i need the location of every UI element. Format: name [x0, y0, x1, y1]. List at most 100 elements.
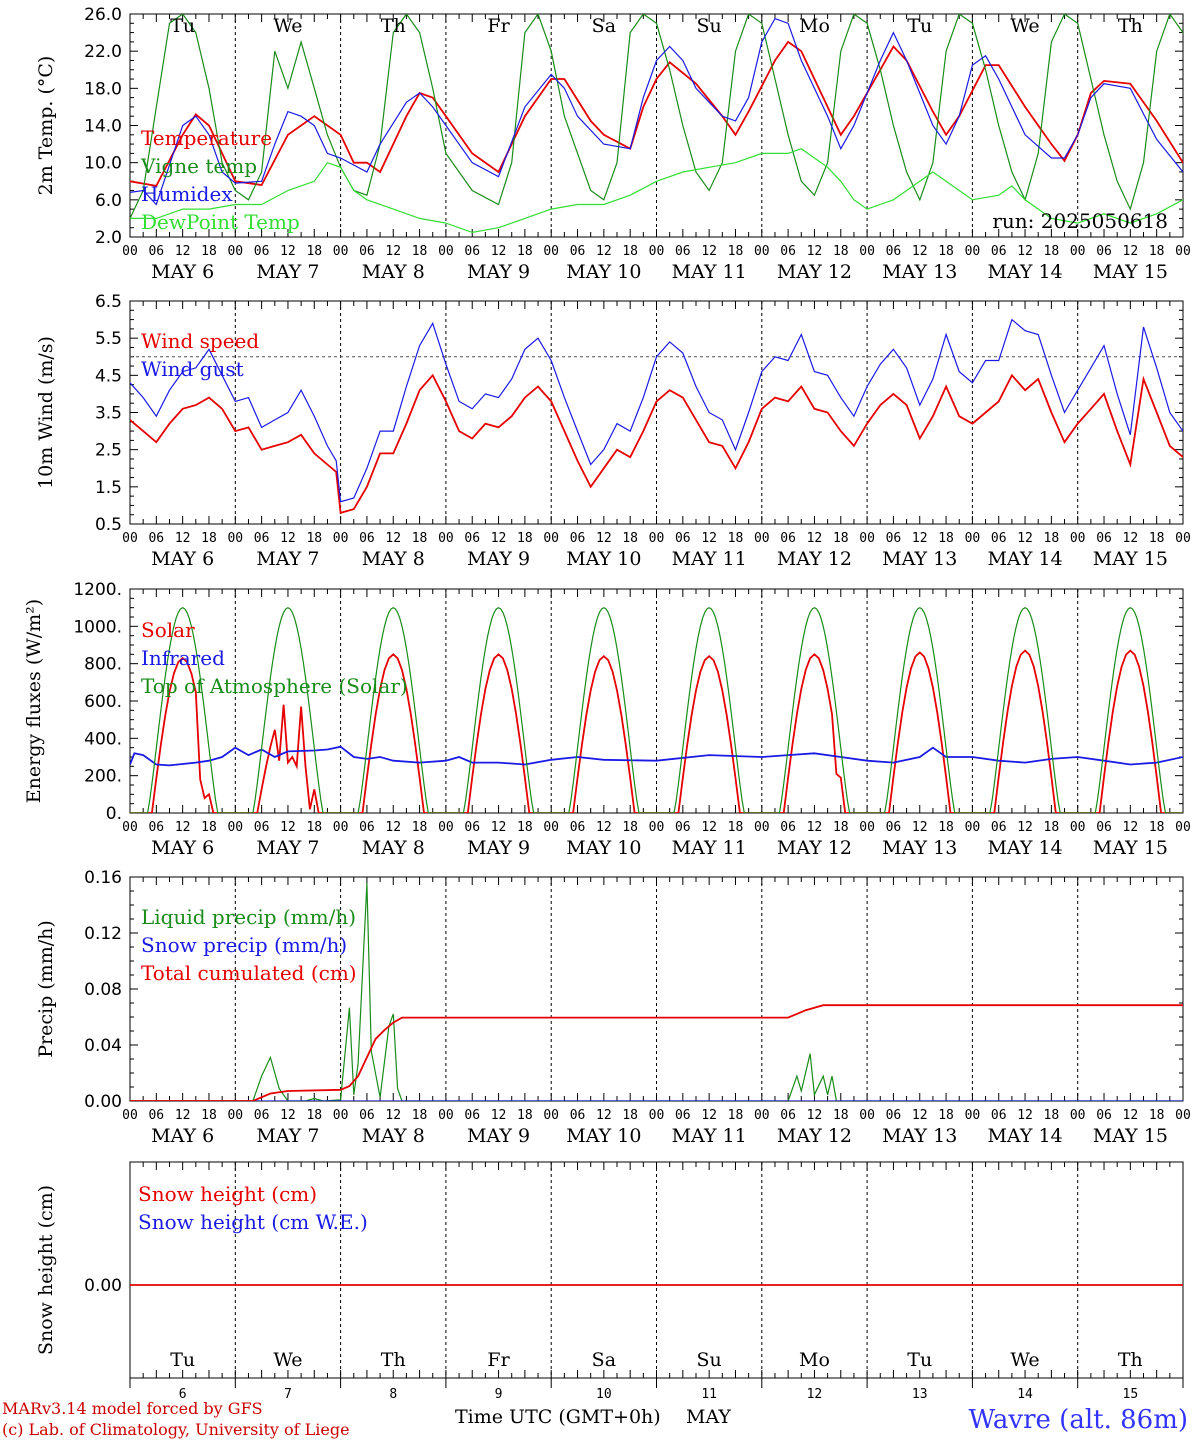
hour-tick-label: 06 — [148, 244, 164, 259]
date-label: MAY 6 — [151, 837, 214, 859]
hour-tick-label: 00 — [333, 1108, 349, 1123]
hour-tick-label: 18 — [412, 1108, 428, 1123]
hour-tick-label: 06 — [991, 244, 1007, 259]
y-tick-label: 0.08 — [84, 980, 122, 1000]
y-tick-label: 2.0 — [95, 228, 122, 248]
hour-tick-label: 00 — [1175, 531, 1191, 546]
hour-tick-label: 18 — [728, 820, 744, 835]
hour-tick-label: 00 — [333, 820, 349, 835]
hour-tick-label: 06 — [359, 531, 375, 546]
date-label: MAY 11 — [672, 1125, 747, 1147]
hour-tick-label: 12 — [807, 820, 823, 835]
y-tick-label: 3.5 — [95, 404, 122, 424]
hour-tick-label: 12 — [1123, 531, 1139, 546]
y-tick-label: 6.5 — [95, 292, 122, 312]
hour-tick-label: 18 — [517, 820, 533, 835]
hour-tick-label: 06 — [570, 1108, 586, 1123]
hour-tick-label: 12 — [491, 531, 507, 546]
hour-tick-label: 00 — [333, 531, 349, 546]
series-group — [130, 318, 1183, 515]
hour-tick-label: 18 — [517, 531, 533, 546]
legend-infrared: Infrared — [141, 646, 225, 670]
hour-tick-label: 06 — [254, 1108, 270, 1123]
hour-tick-label: 12 — [1017, 531, 1033, 546]
y-tick-label: 600. — [84, 692, 122, 712]
hour-tick-label: 12 — [175, 531, 191, 546]
y-tick-label: 1200. — [73, 580, 122, 600]
x-axis-month: MAY — [686, 1406, 731, 1428]
hour-tick-label: 18 — [622, 1108, 638, 1123]
y-tick-label: 0. — [106, 804, 122, 824]
date-label: MAY 14 — [987, 548, 1062, 570]
hour-tick-label: 00 — [438, 244, 454, 259]
hour-tick-label: 18 — [201, 531, 217, 546]
hour-tick-label: 06 — [464, 1108, 480, 1123]
date-label: MAY 7 — [256, 1125, 319, 1147]
hour-tick-label: 00 — [649, 244, 665, 259]
hour-tick-label: 18 — [1149, 820, 1165, 835]
hour-tick-label: 00 — [649, 820, 665, 835]
series-line-humidex — [130, 17, 1183, 206]
hour-tick-label: 00 — [227, 244, 243, 259]
hour-tick-label: 12 — [175, 820, 191, 835]
date-label: MAY 14 — [987, 1125, 1062, 1147]
date-label: MAY 8 — [362, 548, 425, 570]
panel-1: 10m Wind (m/s) 6.5 5.5 4.5 3.5 2.5 1.5 0.5 Wind … — [35, 292, 1191, 570]
hour-tick-label: 06 — [780, 531, 796, 546]
credit-line-1: MARv3.14 model forced by GFS — [2, 1399, 263, 1418]
date-label: MAY 8 — [362, 261, 425, 283]
hour-tick-label: 00 — [965, 531, 981, 546]
weekday-top: We — [1010, 15, 1039, 37]
hour-tick-label: 00 — [227, 1108, 243, 1123]
weekday-top: Fr — [487, 15, 510, 37]
weekday-top: Tu — [907, 15, 932, 37]
hour-tick-label: 12 — [491, 1108, 507, 1123]
hour-tick-label: 00 — [754, 1108, 770, 1123]
hour-tick-label: 00 — [754, 531, 770, 546]
hour-tick-label: 06 — [886, 820, 902, 835]
hour-tick-label: 12 — [596, 244, 612, 259]
legend-dewpoint-temp: DewPoint Temp — [141, 210, 300, 234]
hour-tick-label: 18 — [1149, 1108, 1165, 1123]
y-axis-label: Precip (mm/h) — [35, 920, 57, 1058]
hour-tick-label: 18 — [306, 820, 322, 835]
hour-tick-label: 06 — [570, 820, 586, 835]
legend-vigne-temp: Vigne temp — [140, 154, 257, 178]
weekday-top: Tu — [170, 15, 195, 37]
weekday-bottom: Tu — [170, 1349, 195, 1371]
x-axis-label: Time UTC (GMT+0h) — [455, 1406, 661, 1428]
date-label: MAY 8 — [362, 837, 425, 859]
hour-tick-label: 06 — [991, 1108, 1007, 1123]
hour-tick-label: 06 — [254, 531, 270, 546]
hour-tick-label: 06 — [780, 1108, 796, 1123]
hour-tick-label: 12 — [491, 820, 507, 835]
hour-tick-label: 18 — [412, 820, 428, 835]
legend-solar: Solar — [141, 618, 195, 642]
hour-tick-label: 12 — [385, 1108, 401, 1123]
hour-tick-label: 00 — [122, 531, 138, 546]
panel-0: 2m Temp. (°C) 26.0 22.0 18.0 14.0 10.0 6.0 2.0 T… — [35, 5, 1191, 283]
hour-tick-label: 18 — [938, 1108, 954, 1123]
hour-tick-label: 06 — [464, 244, 480, 259]
hour-tick-label: 06 — [1096, 1108, 1112, 1123]
y-axis-label: 2m Temp. (°C) — [35, 56, 57, 196]
hour-tick-label: 00 — [1175, 820, 1191, 835]
day-number: 7 — [284, 1387, 292, 1402]
plot-frame — [129, 588, 1184, 814]
hour-tick-label: 00 — [543, 1108, 559, 1123]
hour-tick-label: 18 — [622, 244, 638, 259]
day-number: 11 — [701, 1387, 717, 1402]
date-label: MAY 12 — [777, 261, 852, 283]
hour-tick-label: 06 — [675, 244, 691, 259]
series-line-infrared — [130, 745, 1183, 767]
weekday-top: Mo — [799, 15, 830, 37]
weekday-bottom: Th — [1118, 1349, 1143, 1371]
hour-tick-label: 18 — [517, 244, 533, 259]
series-line-top-of-atmosphere-solar- — [130, 607, 1183, 813]
day-number: 14 — [1017, 1387, 1033, 1402]
series-line-total-cumulated-cm- — [130, 1004, 1183, 1101]
run-label: run: 2025050618 — [992, 209, 1168, 233]
y-tick-label: 200. — [84, 767, 122, 787]
hour-tick-label: 00 — [859, 531, 875, 546]
hour-tick-label: 12 — [1017, 244, 1033, 259]
